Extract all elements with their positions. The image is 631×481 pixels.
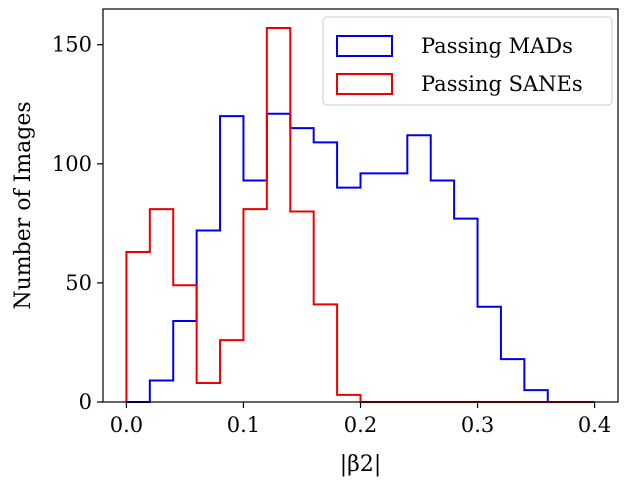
x-axis-label: |β2| <box>340 452 382 477</box>
x-tick-label: 0.1 <box>227 413 260 437</box>
x-tick-label: 0.4 <box>578 413 611 437</box>
legend: Passing MADs Passing SANEs <box>322 16 613 106</box>
y-tick-label: 100 <box>52 152 92 176</box>
y-tick-label: 50 <box>65 271 92 295</box>
plot-area: 0.0 0.1 0.2 0.3 0.4 0 50 100 150 <box>52 8 619 437</box>
legend-label: Passing MADs <box>421 34 573 58</box>
legend-swatch <box>336 73 393 95</box>
x-tick-label: 0.0 <box>110 413 143 437</box>
y-tick-label: 0 <box>79 390 92 414</box>
legend-swatch <box>336 35 393 57</box>
series-line-passing-mads <box>126 112 595 403</box>
ticks-layer: 0.0 0.1 0.2 0.3 0.4 0 50 100 150 <box>52 33 611 437</box>
y-axis-label: Number of Images <box>11 101 36 309</box>
x-tick-label: 0.2 <box>344 413 377 437</box>
legend-label: Passing SANEs <box>421 72 583 96</box>
legend-box <box>322 16 613 106</box>
x-tick-label: 0.3 <box>461 413 494 437</box>
legend-items: Passing MADs Passing SANEs <box>336 34 583 96</box>
y-tick-label: 150 <box>52 33 92 57</box>
